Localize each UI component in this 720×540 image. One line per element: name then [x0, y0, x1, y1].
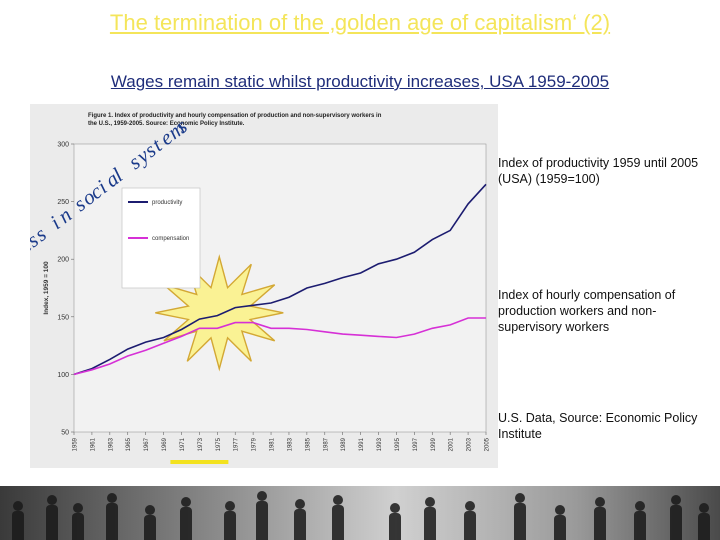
- chart-legend: productivity compensation: [121, 187, 201, 289]
- productivity-note: Index of productivity 1959 until 2005 (U…: [498, 156, 699, 186]
- x-tick-label: 1975: [216, 437, 222, 451]
- legend-label-productivity: productivity: [152, 200, 182, 206]
- crowd-figure-head: [107, 493, 117, 503]
- crowd-figure-head: [515, 493, 525, 503]
- x-tick-label: 1983: [287, 437, 293, 451]
- crowd-photo-strip: [0, 486, 720, 540]
- x-tick-label: 1979: [252, 437, 258, 451]
- crowd-figure-head: [225, 501, 235, 511]
- y-axis-label: Index, 1959 = 100: [43, 261, 50, 315]
- crowd-figure-head: [333, 495, 343, 505]
- crowd-figure-body: [464, 511, 476, 540]
- x-tick-label: 2003: [467, 437, 473, 451]
- crowd-figure-body: [294, 509, 306, 540]
- slide-title: The termination of the ‚golden age of ca…: [109, 10, 611, 35]
- crowd-figure-body: [424, 507, 436, 540]
- y-tick-label: 50: [61, 430, 69, 437]
- source-note: U.S. Data, Source: Economic Policy Insti…: [498, 411, 698, 441]
- crowd-figure-body: [698, 513, 710, 540]
- chart-title: Figure 1. Index of productivity and hour…: [88, 113, 382, 127]
- x-tick-label: 1959: [73, 437, 79, 451]
- crowd-figure-head: [390, 503, 400, 513]
- x-tick-label: 1989: [341, 437, 347, 451]
- y-tick-label: 250: [57, 199, 69, 206]
- crowd-figure-body: [72, 513, 84, 540]
- compensation-note: Index of hourly compensation of producti…: [498, 288, 676, 334]
- series-line-productivity: [73, 183, 487, 376]
- x-tick-label: 1967: [144, 437, 150, 451]
- crowd-figure-head: [465, 501, 475, 511]
- x-tick-label: 1969: [162, 437, 168, 451]
- crowd-figure-head: [257, 491, 267, 501]
- stress-burst: [155, 254, 284, 372]
- crowd-figure-head: [635, 501, 645, 511]
- crowd-figure-head: [699, 503, 709, 513]
- crowd-figure-body: [670, 505, 682, 540]
- crowd-figure-body: [180, 507, 192, 540]
- x-tick-label: 1977: [234, 437, 240, 451]
- crowd-figure-body: [144, 515, 156, 540]
- x-tick-label: 1981: [270, 437, 276, 451]
- crowd-figure-body: [389, 513, 401, 540]
- crowd-figure-head: [73, 503, 83, 513]
- x-tick-label: 1961: [90, 437, 96, 451]
- x-tick-label: 1987: [323, 437, 329, 451]
- crowd-figure-head: [145, 505, 155, 515]
- x-tick-label: 1991: [359, 437, 365, 451]
- x-tick-label: 1995: [395, 437, 401, 451]
- crowd-figure-body: [594, 507, 606, 540]
- x-tick-label: 1999: [431, 437, 437, 451]
- legend-label-compensation: compensation: [152, 236, 189, 242]
- crowd-figure-head: [671, 495, 681, 505]
- crowd-figure-head: [425, 497, 435, 507]
- x-tick-label: 1971: [180, 437, 186, 451]
- productivity-compensation-chart: Figure 1. Index of productivity and hour…: [30, 104, 498, 468]
- crowd-figure-body: [224, 511, 236, 540]
- crowd-figure-body: [514, 503, 526, 540]
- crowd-figure-head: [595, 497, 605, 507]
- crowd-figure-body: [46, 505, 58, 540]
- crowd-figure-body: [332, 505, 344, 540]
- y-tick-label: 100: [57, 372, 69, 379]
- x-tick-label: 1985: [305, 437, 311, 451]
- x-tick-label: 2005: [485, 437, 491, 451]
- crowd-figure-head: [555, 505, 565, 515]
- crowd-figure-head: [295, 499, 305, 509]
- crowd-figure-head: [47, 495, 57, 505]
- crowd-figure-body: [256, 501, 268, 540]
- x-tick-label: 2001: [449, 437, 455, 451]
- x-tick-label: 1997: [413, 437, 419, 451]
- x-tick-label: 1993: [377, 437, 383, 451]
- crowd-figure-head: [181, 497, 191, 507]
- crowd-figure-body: [106, 503, 118, 540]
- y-tick-label: 200: [57, 257, 69, 264]
- crowd-figure-body: [554, 515, 566, 540]
- series-line-compensation: [73, 317, 486, 376]
- slide-subtitle: Wages remain static whilst productivity …: [110, 72, 610, 91]
- crowd-figure-body: [12, 511, 24, 540]
- x-tick-label: 1973: [198, 437, 204, 451]
- y-tick-label: 300: [57, 142, 69, 149]
- chart-title-box: Figure 1. Index of productivity and hour…: [88, 113, 382, 127]
- crowd-figure-body: [634, 511, 646, 540]
- crowd-figure-head: [13, 501, 23, 511]
- x-tick-label: 1965: [126, 437, 132, 451]
- x-tick-label: 1963: [108, 437, 114, 451]
- y-tick-label: 150: [57, 314, 69, 321]
